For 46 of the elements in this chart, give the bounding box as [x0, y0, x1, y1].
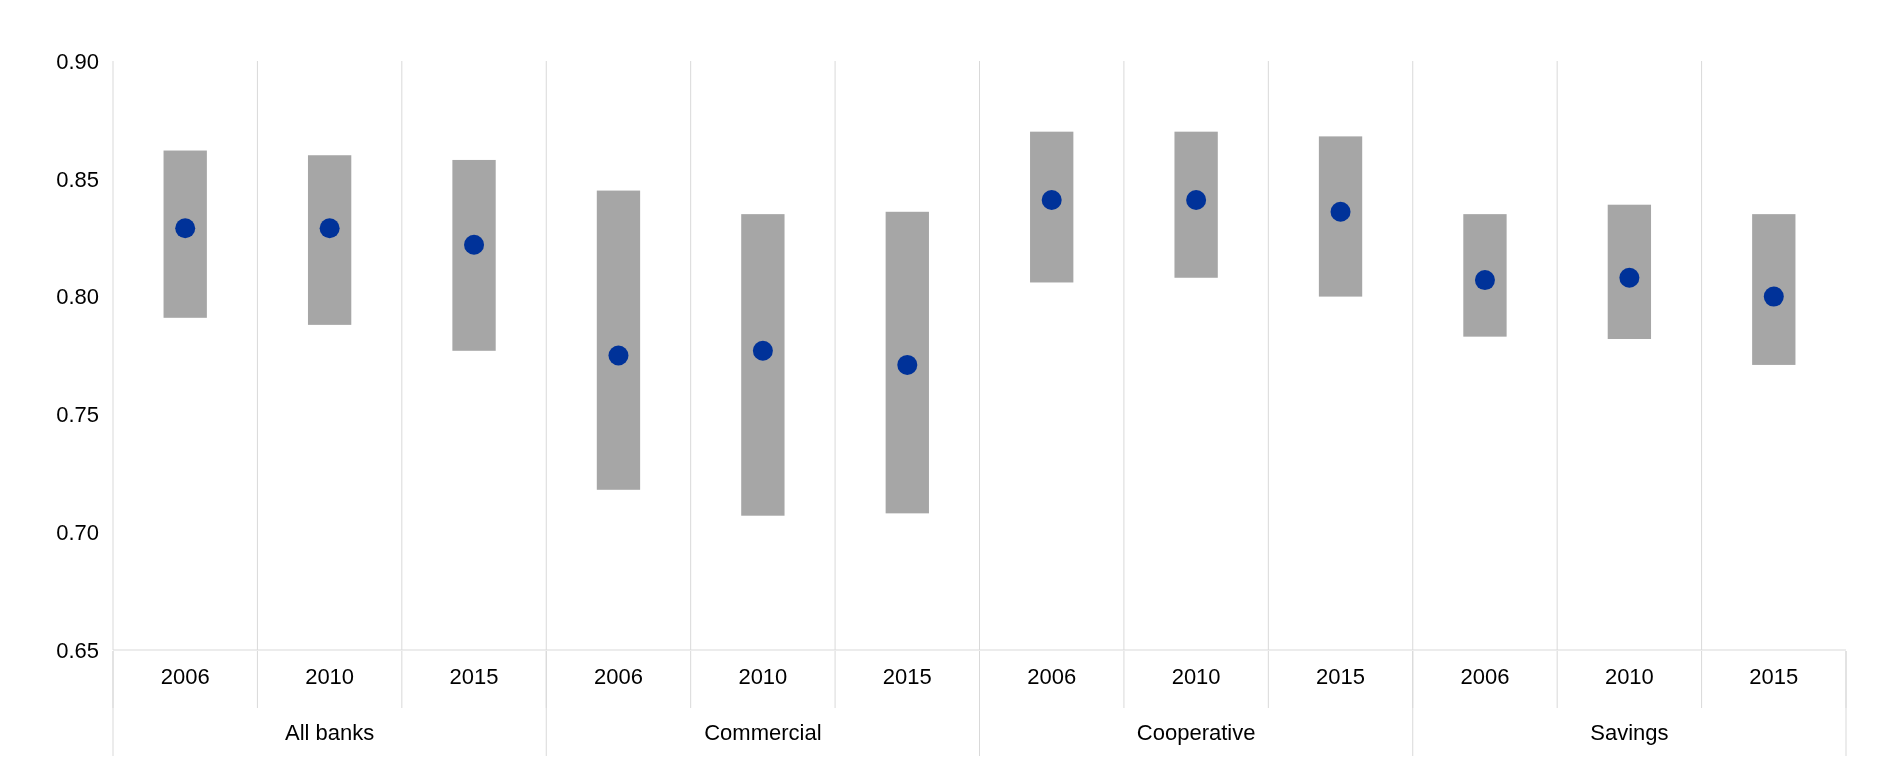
point	[464, 234, 485, 255]
x-tick-label: 2006	[1027, 664, 1077, 689]
x-tick-label: 2010	[1604, 664, 1654, 689]
bar	[452, 159, 496, 351]
bar	[1463, 214, 1507, 337]
x-tick-label: 2006	[1460, 664, 1510, 689]
y-tick-label: 0.80	[56, 284, 99, 310]
x-tick-label: 2010	[305, 664, 355, 689]
x-tick-label: 2015	[1316, 664, 1366, 689]
x-tick-label: 2015	[449, 664, 499, 689]
point	[1186, 190, 1207, 210]
point	[1330, 201, 1351, 222]
bar	[741, 214, 785, 516]
x-tick-label: 2010	[738, 664, 788, 689]
point	[608, 345, 629, 366]
y-tick-label: 0.85	[56, 166, 99, 192]
point	[752, 340, 773, 361]
text: Savings	[1590, 720, 1669, 745]
bar	[596, 190, 641, 490]
point	[1763, 286, 1784, 307]
bar	[1174, 131, 1218, 278]
point	[1474, 270, 1495, 291]
point	[897, 354, 918, 375]
bar	[1752, 214, 1796, 365]
x-tick-label: 2006	[160, 664, 210, 689]
point	[1041, 190, 1062, 210]
y-tick-label: 0.70	[56, 519, 99, 545]
y-tick-label: 0.65	[56, 637, 99, 663]
x-tick-label: 2006	[593, 664, 643, 689]
point	[1619, 267, 1640, 288]
bar	[1030, 131, 1074, 283]
bar	[1318, 136, 1363, 297]
bar	[1607, 204, 1652, 340]
point	[175, 218, 196, 239]
text: Commercial	[704, 720, 822, 745]
y-tick-label: 0.90	[56, 48, 99, 74]
bar	[163, 150, 207, 318]
text: Cooperative	[1136, 720, 1256, 745]
bar	[307, 155, 352, 325]
text: All banks	[284, 720, 375, 745]
point	[319, 218, 340, 239]
x-tick-label: 2010	[1171, 664, 1221, 689]
bar	[885, 211, 929, 514]
y-tick-label: 0.75	[56, 402, 99, 428]
x-tick-label: 2015	[882, 664, 932, 689]
x-tick-label: 2015	[1749, 664, 1799, 689]
